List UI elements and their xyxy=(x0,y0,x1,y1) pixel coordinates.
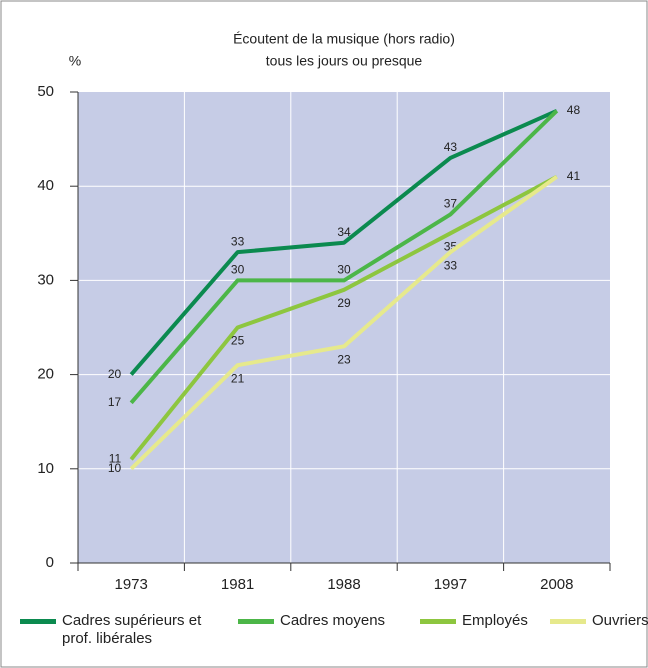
x-tick-label: 1988 xyxy=(327,576,360,593)
data-label: 43 xyxy=(444,140,458,154)
x-tick-label: 2008 xyxy=(540,576,573,593)
data-label: 33 xyxy=(231,234,245,248)
y-tick-label: 50 xyxy=(37,83,54,100)
series-line xyxy=(129,175,558,461)
chart-subtitle: tous les jours ou presque xyxy=(266,53,423,69)
x-tick-label: 1973 xyxy=(115,576,148,593)
legend-label: Cadres supérieurs et prof. libérales xyxy=(62,612,202,647)
series-line xyxy=(129,109,559,405)
legend-label: Cadres moyens xyxy=(280,612,386,629)
plot-area xyxy=(78,92,610,563)
legend-swatch xyxy=(550,619,586,624)
x-tick-label: 1981 xyxy=(221,576,254,593)
data-label: 34 xyxy=(337,225,351,239)
legend-item: Employés xyxy=(420,612,552,630)
y-tick-label: 10 xyxy=(37,460,54,477)
data-label: 11 xyxy=(109,452,122,466)
data-label: 23 xyxy=(337,353,351,367)
legend-label: Ouvriers xyxy=(592,612,648,629)
data-label: 10 xyxy=(108,461,122,475)
y-tick-label: 40 xyxy=(37,177,54,194)
data-label: 21 xyxy=(231,371,245,385)
data-label: 41 xyxy=(567,169,581,183)
y-axis-label: % xyxy=(69,53,81,69)
y-tick-label: 20 xyxy=(37,366,54,383)
chart-title: Écoutent de la musique (hors radio) xyxy=(233,31,455,47)
y-tick-label: 0 xyxy=(46,554,54,571)
series-line xyxy=(129,175,558,471)
data-label: 29 xyxy=(337,296,351,310)
data-label: 30 xyxy=(231,263,245,277)
data-label: 37 xyxy=(444,197,458,211)
data-label: 33 xyxy=(444,258,458,272)
legend-label: Employés xyxy=(462,612,528,629)
series-line xyxy=(129,109,558,376)
legend-item: Cadres supérieurs et prof. libérales xyxy=(20,612,202,648)
legend-item: Cadres moyens xyxy=(238,612,400,630)
x-tick-label: 1997 xyxy=(434,576,467,593)
legend-item: Ouvriers xyxy=(550,612,648,630)
legend-swatch xyxy=(20,619,56,624)
data-label: 20 xyxy=(108,367,122,381)
data-label: 48 xyxy=(567,103,581,117)
data-label: 17 xyxy=(108,395,122,409)
data-label: 25 xyxy=(231,334,245,348)
legend-swatch xyxy=(420,619,456,624)
legend-swatch xyxy=(238,619,274,624)
y-tick-label: 30 xyxy=(37,271,54,288)
data-label: 30 xyxy=(337,263,351,277)
legend: Cadres supérieurs et prof. libérales Cadr… xyxy=(20,612,648,662)
